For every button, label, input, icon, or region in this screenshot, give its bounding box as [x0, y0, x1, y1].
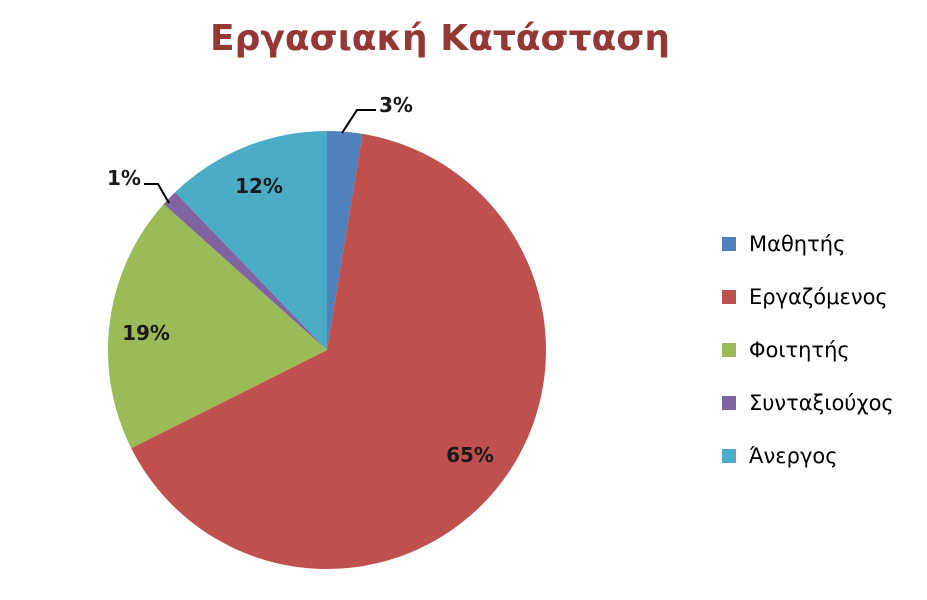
- data-label-1: 3%: [379, 93, 413, 117]
- legend-label-4: Συνταξιούχος: [749, 391, 894, 415]
- legend-label-2: Εργαζόμενος: [749, 285, 888, 309]
- legend-label-1: Μαθητής: [749, 232, 845, 256]
- legend-swatch-2: [722, 290, 736, 304]
- legend: Μαθητής Εργαζόμενος Φοιτητής Συνταξιούχος Άν…: [722, 232, 894, 468]
- legend-label-3: Φοιτητής: [749, 338, 850, 362]
- leader-line-4: [144, 183, 170, 204]
- pie-slice-5: [175, 131, 327, 350]
- leader-lines: [144, 109, 376, 204]
- legend-swatch-1: [722, 237, 736, 251]
- pie-slice-3: [108, 204, 328, 449]
- chart-title: Εργασιακή Κατάσταση: [210, 18, 670, 59]
- pie-slice-4: [163, 192, 327, 350]
- legend-swatch-3: [722, 343, 736, 357]
- leader-line-1: [341, 109, 376, 134]
- pie-slice-1: [327, 131, 363, 350]
- data-label-2: 65%: [446, 443, 494, 467]
- legend-swatch-5: [722, 449, 736, 463]
- legend-label-5: Άνεργος: [749, 444, 838, 468]
- data-label-4: 1%: [107, 166, 141, 190]
- data-label-3: 19%: [122, 321, 170, 345]
- pie-slices: [108, 131, 546, 569]
- pie-slice-2: [131, 133, 546, 569]
- data-labels: 3% 65% 19% 1% 12%: [107, 93, 494, 467]
- data-label-5: 12%: [235, 174, 283, 198]
- legend-swatch-4: [722, 396, 736, 410]
